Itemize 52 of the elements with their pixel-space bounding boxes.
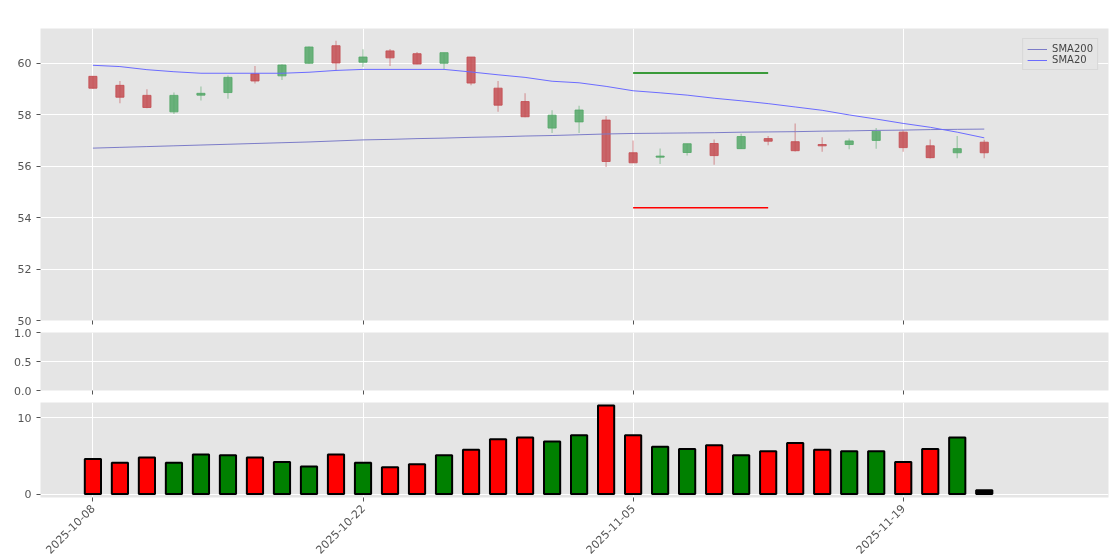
bar — [434, 454, 454, 496]
bar — [624, 434, 643, 496]
legend-label: SMA20 — [1052, 54, 1087, 65]
y-tick-label: 56 — [17, 160, 32, 174]
bar — [488, 438, 508, 496]
bar — [867, 450, 886, 496]
y-tick-label: 52 — [17, 263, 32, 277]
bar — [921, 448, 940, 496]
bar — [407, 463, 427, 496]
bar — [461, 448, 481, 496]
bar — [759, 450, 778, 496]
bar — [705, 444, 724, 496]
y-tick-label: 54 — [17, 211, 32, 225]
bar — [515, 436, 535, 496]
bar — [245, 456, 265, 496]
candlestick — [655, 147, 665, 165]
bar — [83, 457, 102, 496]
candlestick — [196, 85, 206, 102]
y-tick-label: 10 — [17, 411, 32, 425]
bar — [786, 441, 805, 496]
bar — [813, 448, 832, 496]
y-tick-label: 60 — [17, 57, 32, 71]
bar — [299, 465, 319, 496]
y-tick-label: 1.0 — [14, 326, 32, 340]
bar — [597, 404, 616, 496]
y-tick-label: 0 — [24, 488, 32, 502]
bar — [651, 445, 670, 496]
y-tick-label: 50 — [17, 314, 32, 328]
y-tick-label: 0.0 — [14, 384, 32, 398]
bar — [569, 434, 589, 496]
bar — [975, 489, 994, 496]
line-series — [92, 128, 985, 149]
bar — [218, 454, 238, 496]
bar — [678, 448, 697, 496]
bar — [137, 456, 157, 496]
line-series — [92, 64, 985, 139]
bar — [840, 450, 859, 496]
bar — [110, 461, 130, 496]
legend-label: SMA200 — [1052, 43, 1093, 54]
bar — [542, 440, 562, 496]
bar — [380, 466, 400, 496]
bar — [948, 436, 967, 496]
bar — [326, 453, 346, 496]
bar — [353, 461, 373, 496]
bar — [191, 453, 211, 496]
y-tick-label: 0.5 — [14, 355, 32, 369]
bar — [894, 461, 913, 496]
candlestick — [817, 136, 827, 153]
bar — [272, 461, 292, 496]
bar — [164, 461, 184, 496]
y-tick-label: 58 — [17, 108, 32, 122]
bar — [732, 454, 751, 496]
